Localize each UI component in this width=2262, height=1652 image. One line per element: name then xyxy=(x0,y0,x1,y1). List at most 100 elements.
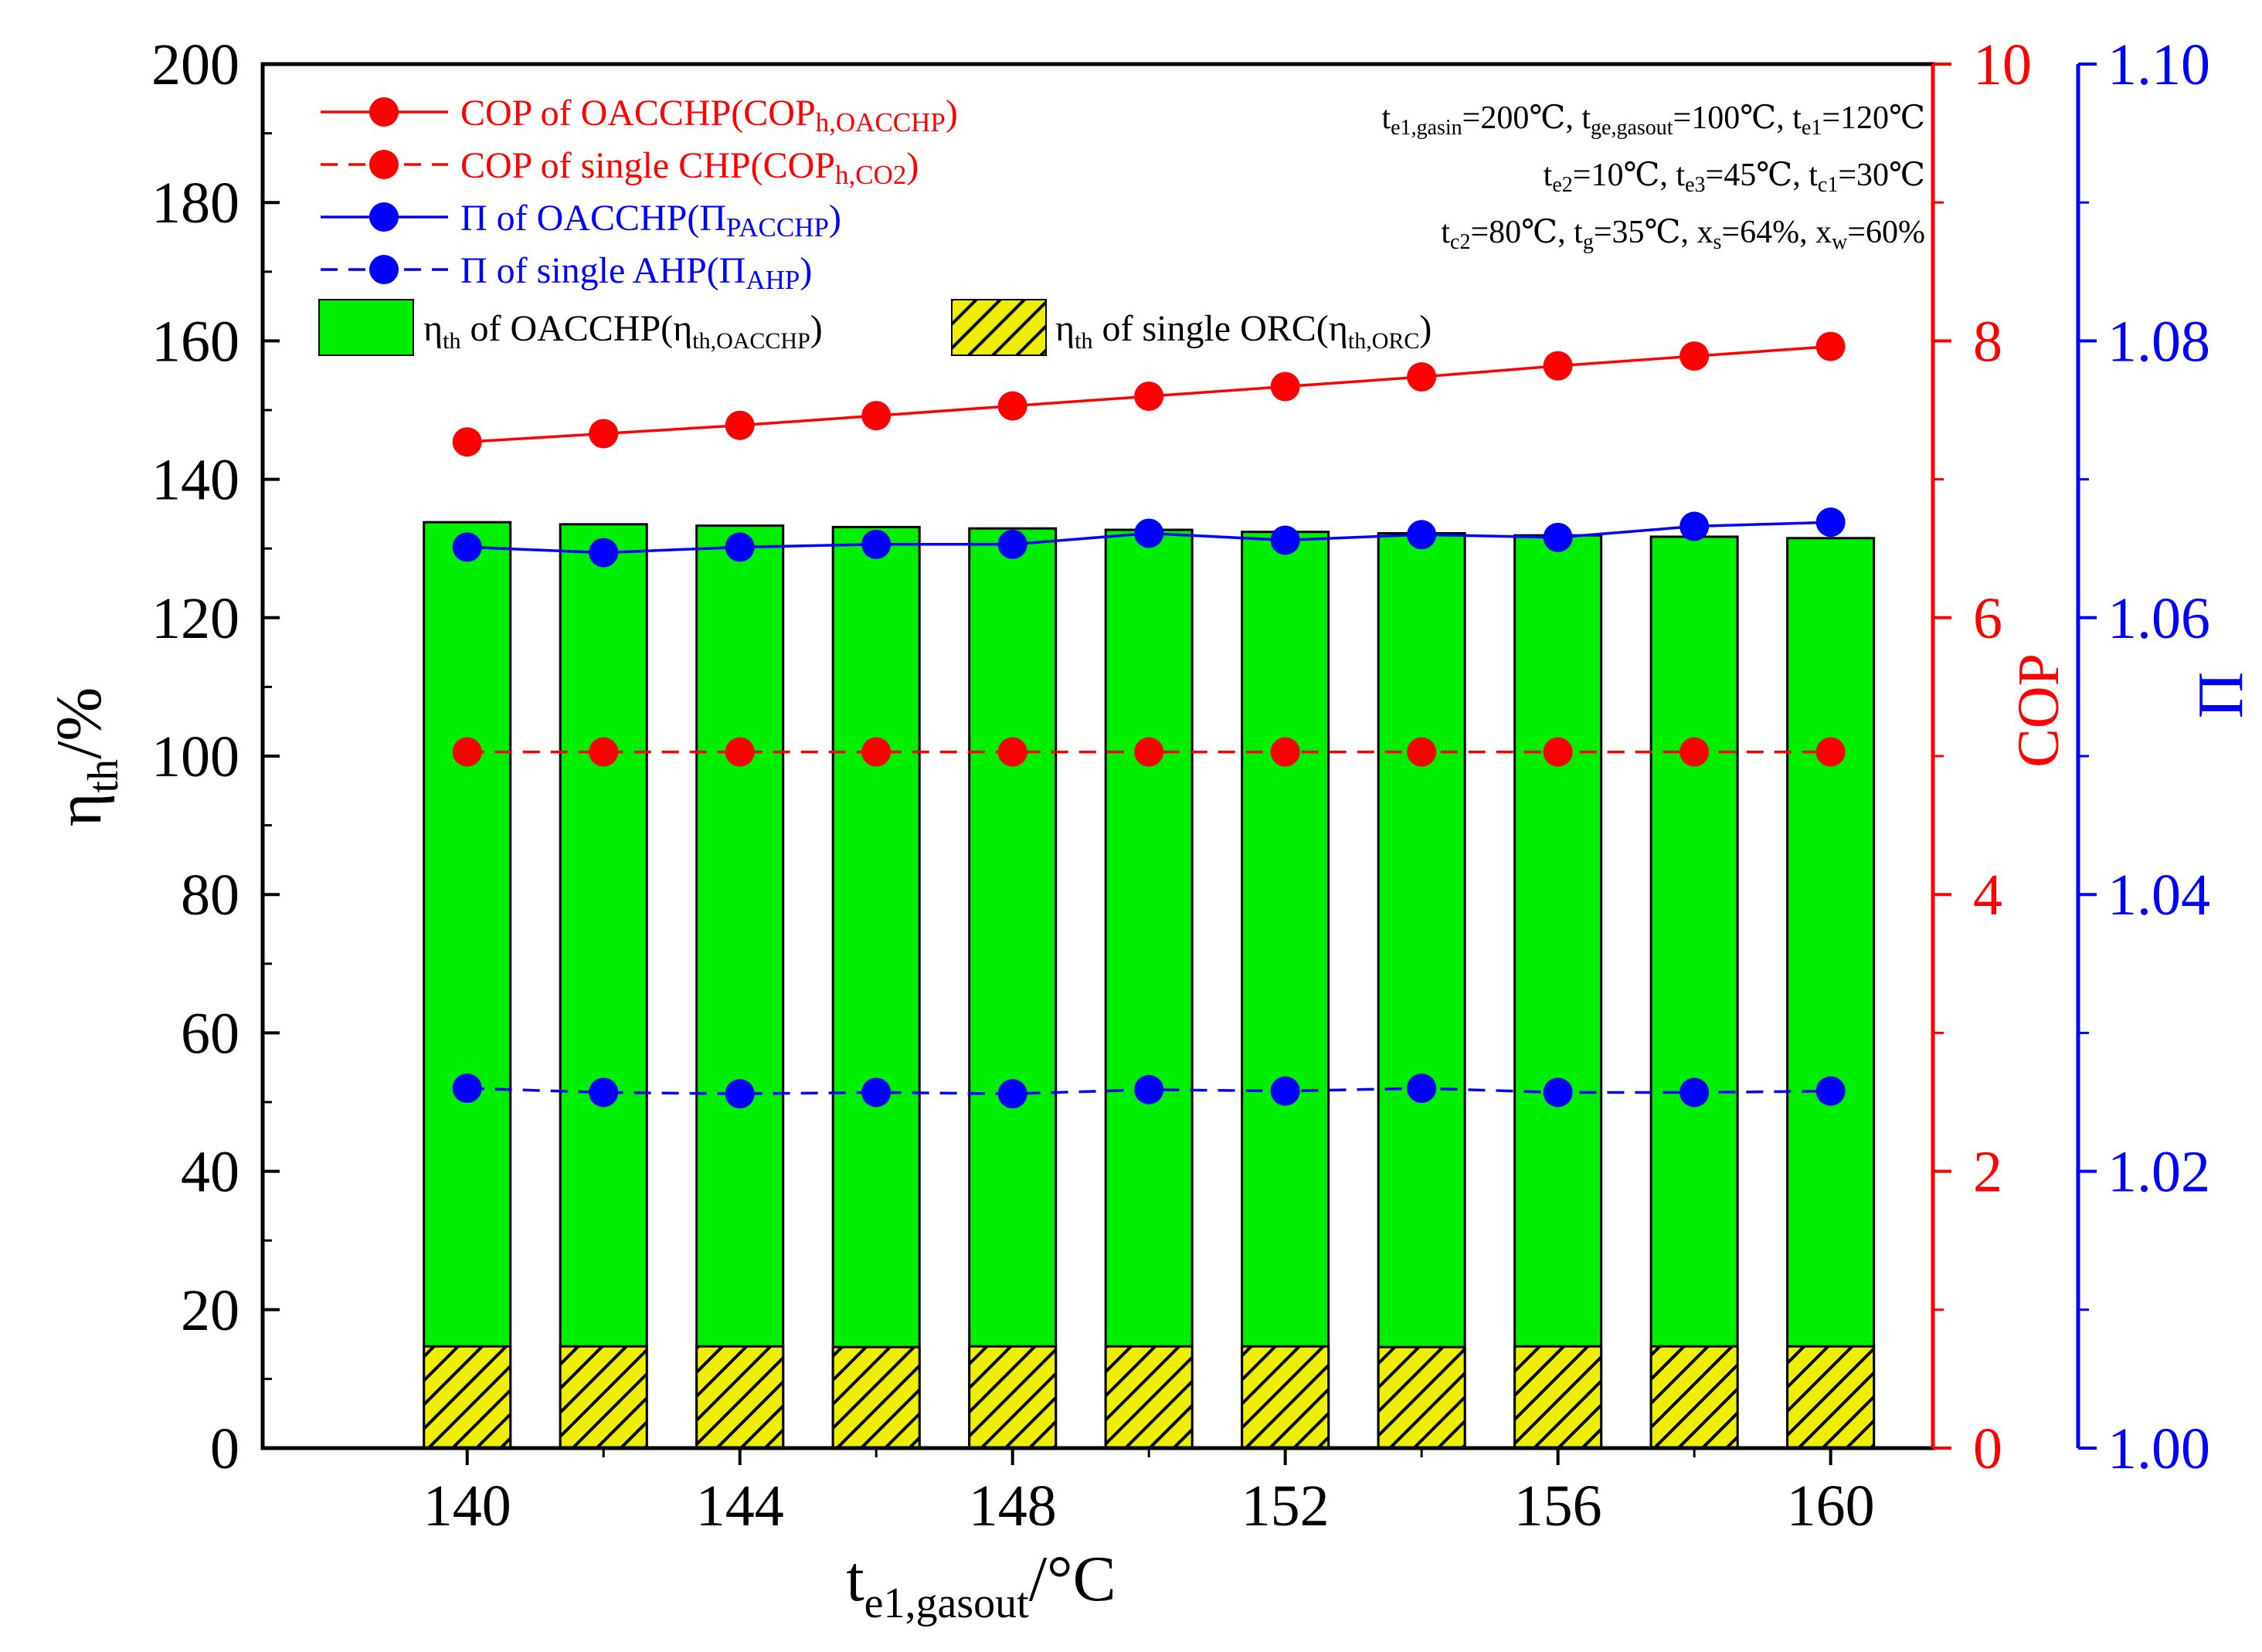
condition-line-2-part: =60% xyxy=(1847,215,1925,250)
condition-line-1-part: t xyxy=(1544,158,1553,193)
series-1-point-154 xyxy=(1407,737,1437,767)
legend-label-2-part: ) xyxy=(829,198,841,239)
series-0-point-142 xyxy=(589,419,619,449)
condition-line-2: tc2=80℃, tg=35℃, xs=64%, xw=60% xyxy=(1441,215,1925,254)
series-1-point-150 xyxy=(1134,737,1164,767)
right2-tick-label: 1.02 xyxy=(2107,1140,2210,1205)
series-3-point-152 xyxy=(1270,1076,1300,1106)
bar-orc-eta-152 xyxy=(1241,1345,1330,1450)
bar-total-eta-160 xyxy=(1786,537,1876,1450)
legend-label-0-part: ) xyxy=(946,93,958,134)
condition-line-0-part: e1,gasin xyxy=(1391,116,1462,140)
condition-line-1-part: =30℃ xyxy=(1838,158,1925,193)
x-tick-label: 148 xyxy=(969,1474,1057,1538)
bar-orc-eta-144 xyxy=(695,1345,785,1450)
condition-line-0: te1,gasin=200℃, tge,gasout=100℃, te1=120… xyxy=(1381,100,1925,140)
series-1-point-152 xyxy=(1270,737,1300,767)
left-axis-title: ηth/% xyxy=(43,687,127,827)
series-2-point-152 xyxy=(1270,525,1300,555)
legend-label-total-part: of OACCHP(η xyxy=(460,308,692,349)
legend-marker-0 xyxy=(369,97,399,127)
legend-marker-1 xyxy=(369,150,399,179)
bar-total-eta-146 xyxy=(831,525,921,1450)
left-tick-label: 160 xyxy=(151,309,239,374)
condition-line-0-part: e1 xyxy=(1802,116,1822,140)
right1-tick-label: 8 xyxy=(1973,309,2002,374)
series-0-point-158 xyxy=(1680,341,1710,371)
legend-label-0: COP of OACCHP(COPh,OACCHP) xyxy=(460,93,958,137)
bar-orc-eta-156 xyxy=(1513,1345,1603,1450)
series-1-point-158 xyxy=(1680,737,1710,767)
legend-label-orc-part: of single ORC(η xyxy=(1092,308,1347,349)
series-0-point-150 xyxy=(1134,382,1164,412)
series-3-point-156 xyxy=(1543,1077,1573,1108)
legend-label-orc-part: η xyxy=(1055,308,1075,349)
series-1-point-160 xyxy=(1815,737,1846,767)
bar-total-eta-140 xyxy=(423,521,512,1450)
bar-total-eta-152 xyxy=(1241,531,1330,1450)
condition-line-0-part: t xyxy=(1381,100,1391,136)
series-0-point-154 xyxy=(1407,361,1437,392)
series-0-point-140 xyxy=(452,427,482,457)
bars-layer xyxy=(423,521,1876,1450)
series-0-point-148 xyxy=(997,391,1027,421)
right2-tick-label: 1.06 xyxy=(2107,586,2210,651)
series-1-point-156 xyxy=(1543,737,1573,767)
left-tick-label: 20 xyxy=(181,1278,239,1343)
x-tick-label: 140 xyxy=(423,1474,511,1538)
bar-total-eta-154 xyxy=(1377,531,1466,1450)
left-tick-label: 100 xyxy=(151,724,239,789)
series-3-point-150 xyxy=(1134,1074,1164,1104)
legend-label-1: COP of single CHP(COPh,CO2) xyxy=(460,145,919,190)
left-tick-label: 40 xyxy=(181,1140,239,1205)
condition-line-2-part: s xyxy=(1713,230,1721,254)
bar-orc-eta-160 xyxy=(1786,1345,1876,1450)
bar-orc-eta-142 xyxy=(559,1345,648,1450)
bar-total-eta-144 xyxy=(695,524,785,1450)
condition-line-0-part: =100℃, t xyxy=(1673,100,1802,136)
bar-orc-eta-140 xyxy=(423,1345,512,1450)
x-tick-label: 144 xyxy=(696,1474,784,1538)
x-axis-title: te1,gasout/°C xyxy=(846,1543,1116,1627)
series-1-point-140 xyxy=(452,737,482,767)
legend-label-1-part: ) xyxy=(906,145,919,186)
legend-label-1-part: h,CO2 xyxy=(835,160,906,190)
legend-label-0-part: h,OACCHP xyxy=(816,107,946,137)
operating-conditions: te1,gasin=200℃, tge,gasout=100℃, te1=120… xyxy=(1381,100,1925,254)
series-2-point-142 xyxy=(589,538,619,568)
series-0-point-146 xyxy=(861,401,892,431)
left-tick-label: 120 xyxy=(151,586,239,651)
right1-tick-label: 10 xyxy=(1973,32,2032,97)
right2-axis-title: Π xyxy=(2185,672,2257,719)
legend-label-2-part: Π of OACCHP(Π xyxy=(460,198,726,239)
condition-line-2-part: =80℃, t xyxy=(1470,215,1583,250)
condition-line-1-part: =10℃, t xyxy=(1573,158,1686,193)
series-3-point-154 xyxy=(1407,1074,1437,1104)
left-tick-label: 180 xyxy=(151,171,239,236)
bar-orc-eta-150 xyxy=(1104,1345,1194,1450)
lines-layer xyxy=(452,331,1846,1109)
legend-marker-3 xyxy=(369,255,399,284)
series-3-point-158 xyxy=(1680,1077,1710,1108)
series-3-point-148 xyxy=(997,1079,1027,1109)
bar-total-eta-150 xyxy=(1104,528,1194,1450)
condition-line-1-part: =45℃, t xyxy=(1706,158,1819,193)
x-axis-title-sub: e1,gasout xyxy=(864,1579,1030,1627)
legend-marker-2 xyxy=(369,202,399,232)
bar-orc-eta-154 xyxy=(1377,1345,1466,1450)
legend-label-total: ηth of OACCHP(ηth,OACCHP) xyxy=(423,308,823,354)
condition-line-2-part: =64%, x xyxy=(1721,215,1832,250)
right1-axis-title: COP xyxy=(2006,653,2071,768)
legend-label-3-part: AHP xyxy=(746,265,800,295)
right1-tick-label: 2 xyxy=(1973,1140,2002,1205)
series-3-point-144 xyxy=(725,1079,755,1109)
legend-label-total-part: ) xyxy=(810,308,823,349)
legend-label-0-part: COP of OACCHP(COP xyxy=(460,93,816,134)
series-3-point-160 xyxy=(1815,1076,1846,1106)
series-3-point-140 xyxy=(452,1074,482,1104)
condition-line-1-part: c1 xyxy=(1818,173,1838,197)
bar-total-eta-142 xyxy=(559,523,648,1450)
condition-line-2-part: =35℃, x xyxy=(1594,215,1713,250)
